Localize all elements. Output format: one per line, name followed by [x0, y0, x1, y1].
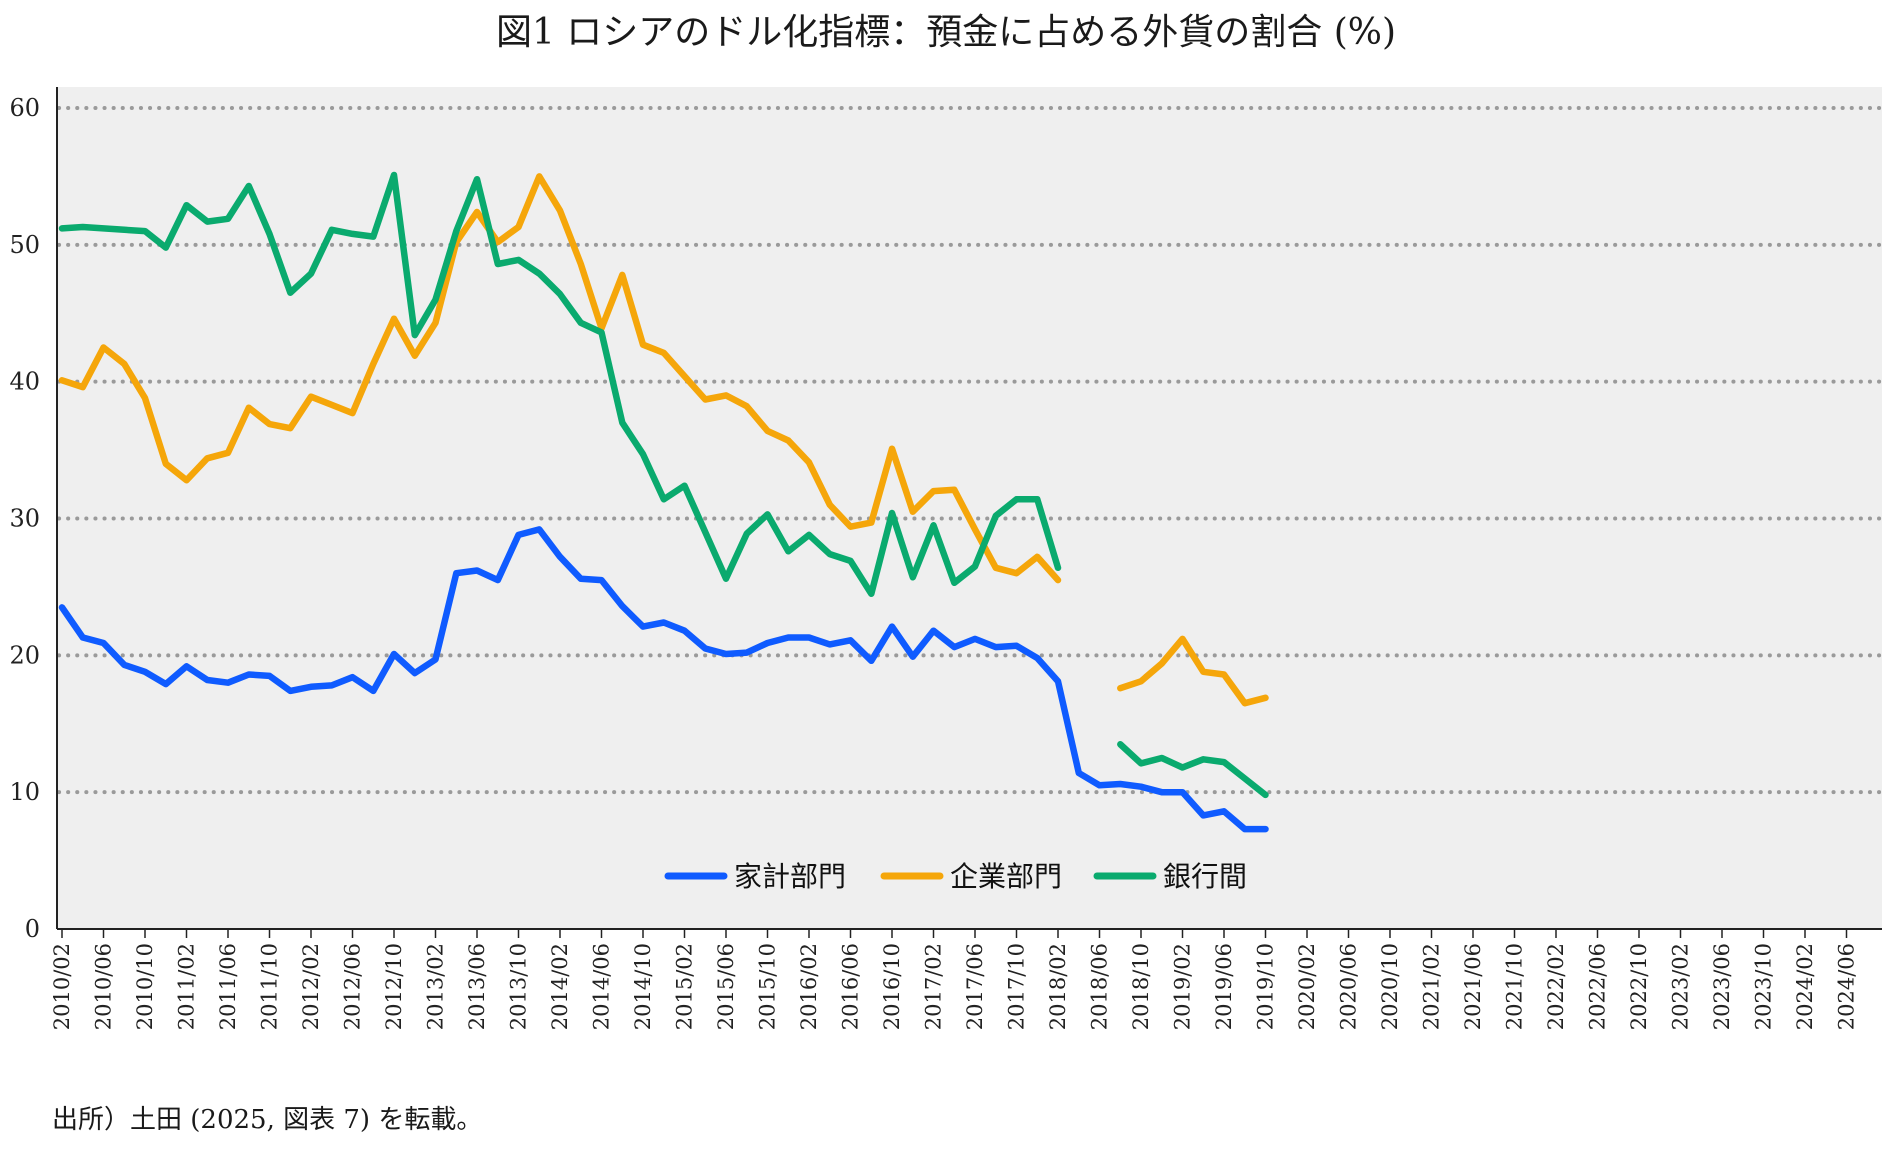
x-tick-label: 2018/06	[1088, 943, 1112, 1030]
x-tick-label: 2020/06	[1337, 943, 1361, 1030]
series-line-家計部門	[58, 526, 1269, 833]
x-tick-label: 2010/06	[92, 943, 116, 1030]
x-tick-label: 2016/10	[880, 943, 904, 1030]
series-line-企業部門	[58, 173, 1062, 584]
x-tick-label: 2016/02	[797, 943, 821, 1030]
x-tick-label: 2022/02	[1544, 943, 1568, 1030]
legend: 家計部門 企業部門 銀行間	[664, 860, 1247, 893]
legend-label: 企業部門	[950, 860, 1062, 893]
x-tick-label: 2021/10	[1503, 943, 1527, 1030]
y-tick-label: 20	[9, 641, 40, 669]
x-tick-label: 2014/02	[548, 943, 572, 1030]
x-tick-label: 2017/06	[963, 943, 987, 1030]
x-tick-label: 2012/10	[382, 943, 406, 1030]
series-line-企業部門	[1117, 635, 1269, 707]
x-tick-label: 2015/10	[756, 943, 780, 1030]
x-tick-label: 2021/02	[1420, 943, 1444, 1030]
x-tick-label: 2022/10	[1627, 943, 1651, 1030]
x-tick-label: 2023/02	[1669, 943, 1693, 1030]
x-tick-label: 2020/10	[1378, 943, 1402, 1030]
plot-area-background	[57, 87, 1882, 929]
series-line-銀行間	[58, 171, 1062, 598]
x-tick-label: 2020/02	[1295, 943, 1319, 1030]
x-tick-label: 2023/10	[1752, 943, 1776, 1030]
x-tick-label: 2013/10	[507, 943, 531, 1030]
series-line-銀行間	[1117, 741, 1269, 799]
x-tick-label: 2010/02	[50, 943, 74, 1030]
legend-label: 銀行間	[1163, 860, 1247, 893]
y-tick-label: 10	[9, 778, 40, 806]
x-tick-label: 2017/02	[922, 943, 946, 1030]
x-tick-label: 2011/10	[258, 943, 282, 1030]
x-tick-label: 2024/06	[1835, 943, 1859, 1030]
y-axis-ticks: 0 10 20 30 40 50 60	[9, 94, 40, 943]
x-tick-label: 2015/02	[673, 943, 697, 1030]
x-axis-ticks: 2010/02 2010/06 2010/10 2011/02 2011/06 2011/…	[50, 929, 1859, 1030]
x-tick-label: 2013/02	[424, 943, 448, 1030]
x-tick-label: 2018/10	[1129, 943, 1153, 1030]
x-tick-label: 2011/02	[175, 943, 199, 1030]
x-tick-label: 2017/10	[1005, 943, 1029, 1030]
x-tick-label: 2023/06	[1710, 943, 1734, 1030]
series-lines	[58, 171, 1269, 833]
x-tick-label: 2024/02	[1793, 943, 1817, 1030]
x-tick-label: 2012/06	[341, 943, 365, 1030]
x-tick-label: 2010/10	[133, 943, 157, 1030]
y-tick-label: 0	[25, 915, 40, 943]
y-tick-label: 50	[9, 231, 40, 259]
x-tick-label: 2019/06	[1212, 943, 1236, 1030]
x-tick-label: 2012/02	[299, 943, 323, 1030]
legend-label: 家計部門	[734, 860, 846, 893]
x-tick-label: 2016/06	[839, 943, 863, 1030]
x-tick-label: 2013/06	[465, 943, 489, 1030]
y-tick-label: 30	[9, 505, 40, 533]
x-tick-label: 2021/06	[1461, 943, 1485, 1030]
y-tick-label: 60	[9, 94, 40, 122]
x-tick-label: 2015/06	[714, 943, 738, 1030]
x-tick-label: 2011/06	[216, 943, 240, 1030]
x-tick-label: 2018/02	[1046, 943, 1070, 1030]
x-tick-label: 2019/10	[1254, 943, 1278, 1030]
source-note: 出所）土田 (2025, 図表 7) を転載。	[52, 1105, 483, 1135]
x-tick-label: 2022/06	[1586, 943, 1610, 1030]
x-tick-label: 2014/06	[590, 943, 614, 1030]
y-tick-label: 40	[9, 368, 40, 396]
x-tick-label: 2014/10	[631, 943, 655, 1030]
chart-title: 図1 ロシアのドル化指標：預金に占める外貨の割合 (%)	[495, 12, 1397, 53]
x-tick-label: 2019/02	[1171, 943, 1195, 1030]
